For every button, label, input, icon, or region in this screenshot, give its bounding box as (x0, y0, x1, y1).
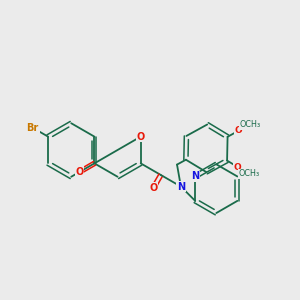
Text: OCH₃: OCH₃ (238, 169, 259, 178)
Text: O: O (234, 163, 242, 172)
Text: O: O (235, 126, 242, 135)
Text: O: O (149, 183, 158, 193)
Text: N: N (191, 172, 199, 182)
Text: O: O (75, 167, 84, 177)
Text: N: N (177, 182, 185, 192)
Text: Br: Br (26, 123, 39, 133)
Text: OCH₃: OCH₃ (239, 120, 260, 129)
Text: O: O (136, 132, 145, 142)
